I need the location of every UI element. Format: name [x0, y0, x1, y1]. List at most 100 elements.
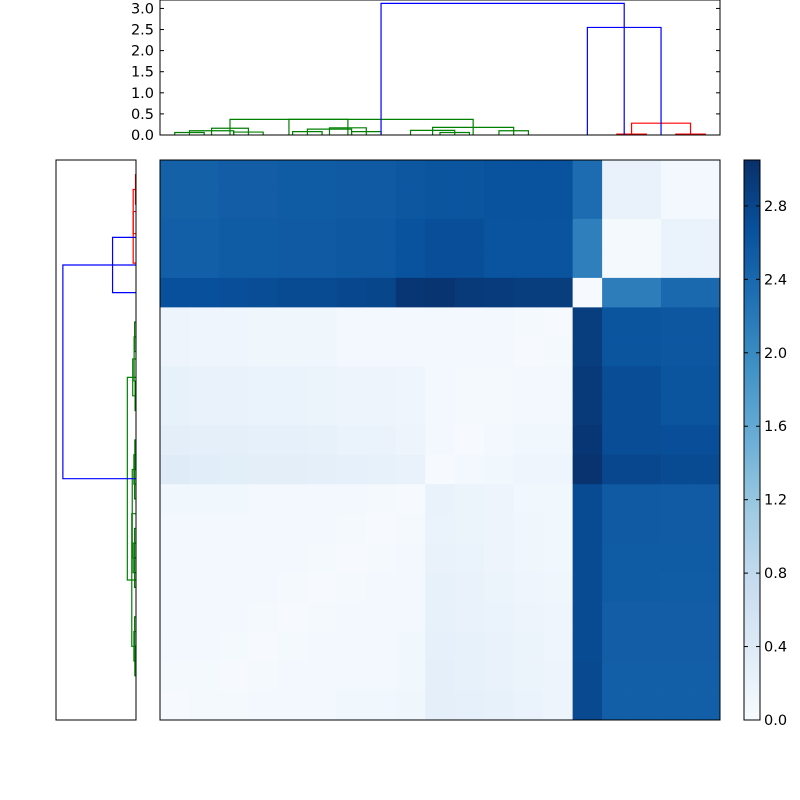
heatmap-cell: [425, 248, 456, 279]
heatmap-cell: [543, 366, 574, 397]
heatmap-cell: [631, 366, 662, 397]
heatmap-cell: [661, 513, 691, 544]
heatmap-cell: [661, 307, 691, 338]
heatmap-cell: [484, 366, 515, 397]
heatmap-cell: [160, 189, 190, 220]
heatmap-cell: [690, 218, 721, 249]
heatmap-cell: [543, 661, 574, 691]
heatmap-cell: [366, 484, 397, 515]
heatmap-cell: [277, 690, 308, 721]
heatmap-cell: [189, 248, 220, 279]
heatmap-cell: [160, 366, 190, 397]
heatmap-cell: [307, 454, 338, 485]
heatmap-cell: [454, 395, 485, 426]
heatmap-cell: [336, 454, 367, 485]
heatmap-cell: [277, 631, 308, 662]
heatmap-cell: [661, 189, 691, 220]
heatmap-cell: [160, 572, 190, 603]
heatmap-cell: [484, 277, 515, 308]
heatmap-cell: [189, 307, 220, 338]
heatmap-cell: [366, 307, 397, 338]
heatmap-cell: [366, 366, 397, 397]
heatmap-cell: [277, 307, 308, 338]
heatmap-cell: [395, 484, 426, 515]
heatmap-cell: [189, 336, 220, 367]
heatmap-cell: [454, 543, 485, 574]
heatmap-cell: [425, 572, 456, 603]
colorbar-tick-label: 0.0: [764, 713, 787, 729]
heatmap-cell: [248, 543, 279, 574]
heatmap-cell: [631, 395, 662, 426]
heatmap-cell: [454, 454, 485, 485]
heatmap-cell: [690, 513, 721, 544]
top-dendrogram-tick-label: 1.5: [131, 65, 154, 81]
heatmap-cell: [218, 395, 249, 426]
top-dendrogram-tick-label: 3.0: [131, 1, 154, 17]
heatmap-cell: [307, 513, 338, 544]
heatmap-cell: [248, 690, 279, 721]
heatmap-cell: [248, 218, 279, 249]
heatmap-cell: [248, 395, 279, 426]
heatmap-cell: [454, 572, 485, 603]
heatmap-cell: [218, 336, 249, 367]
left-dendrogram-frame: [55, 159, 137, 721]
heatmap-cell: [631, 425, 662, 456]
heatmap-cell: [454, 336, 485, 367]
heatmap-cell: [513, 454, 544, 485]
colorbar-tick-label: 2.8: [764, 199, 787, 215]
heatmap-cell: [631, 690, 662, 721]
heatmap-cell: [218, 425, 249, 456]
heatmap-cell: [307, 277, 338, 308]
heatmap-cell: [513, 690, 544, 721]
heatmap-cell: [572, 631, 603, 662]
heatmap-cell: [218, 454, 249, 485]
top-dendrogram-tick-label: 0.0: [131, 128, 154, 144]
heatmap-cell: [454, 366, 485, 397]
heatmap-cell: [484, 454, 515, 485]
heatmap-cell: [307, 543, 338, 574]
heatmap-cell: [543, 395, 574, 426]
heatmap-cell: [572, 277, 603, 308]
colorbar-tick-label: 2.0: [764, 346, 787, 362]
colorbar-tick-label: 0.8: [764, 566, 787, 582]
heatmap-cell: [218, 690, 249, 721]
heatmap-cell: [218, 572, 249, 603]
heatmap-cell: [484, 160, 515, 190]
heatmap-cell: [484, 543, 515, 574]
heatmap-cell: [425, 602, 456, 632]
heatmap-cell: [248, 366, 279, 397]
heatmap-cell: [336, 336, 367, 367]
top-dendrogram-frame: [159, 0, 721, 136]
heatmap-cell: [248, 602, 279, 632]
heatmap-cell: [661, 661, 691, 691]
heatmap-cell: [425, 307, 456, 338]
heatmap-cell: [602, 543, 632, 574]
heatmap-cell: [513, 395, 544, 426]
heatmap-cell: [513, 336, 544, 367]
heatmap-cell: [366, 189, 397, 220]
heatmap-cell: [395, 336, 426, 367]
heatmap-cell: [661, 454, 691, 485]
heatmap-cell: [690, 248, 721, 279]
heatmap-cell: [336, 484, 367, 515]
heatmap-cell: [631, 454, 662, 485]
heatmap-cell: [690, 631, 721, 662]
heatmap-cell: [690, 572, 721, 603]
heatmap-cell: [602, 425, 632, 456]
heatmap-cell: [395, 513, 426, 544]
heatmap-cell: [484, 690, 515, 721]
heatmap-cell: [690, 395, 721, 426]
heatmap-cell: [661, 160, 691, 190]
heatmap-cell: [189, 160, 220, 190]
heatmap-cell: [277, 395, 308, 426]
heatmap-cell: [248, 631, 279, 662]
heatmap-cell: [454, 307, 485, 338]
top-dendrogram-tick-label: 1.0: [131, 86, 154, 102]
heatmap-cell: [543, 513, 574, 544]
heatmap-cell: [572, 572, 603, 603]
heatmap-cell: [160, 661, 190, 691]
heatmap-cell: [366, 160, 397, 190]
heatmap-cell: [631, 218, 662, 249]
heatmap-cell: [307, 189, 338, 220]
heatmap-cell: [366, 336, 397, 367]
